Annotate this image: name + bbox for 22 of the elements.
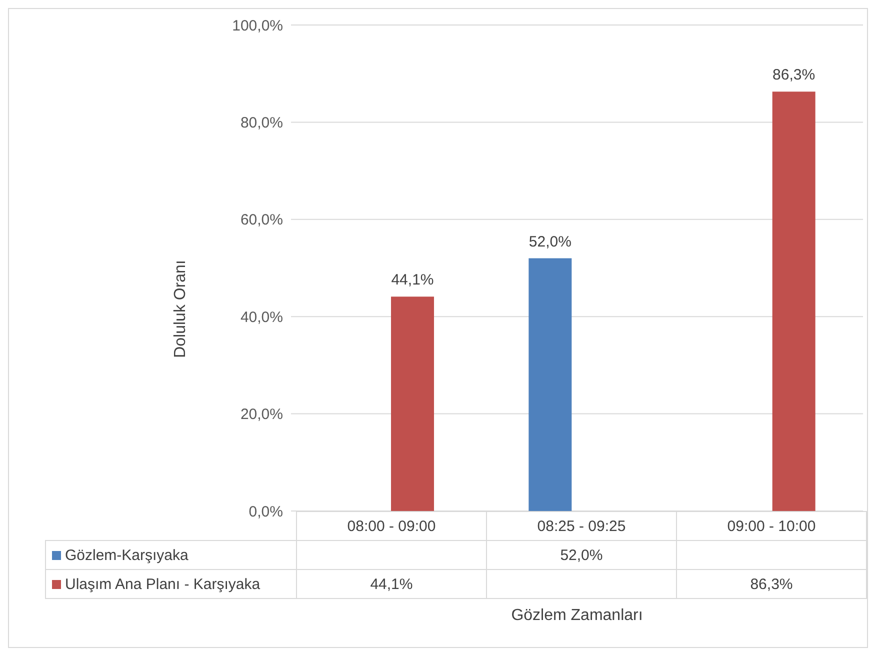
- legend-label: Ulaşım Ana Planı - Karşıyaka: [46, 570, 296, 598]
- y-tick-label: 0,0%: [248, 503, 283, 520]
- bar: [391, 296, 434, 511]
- y-axis-title: Doluluk Oranı: [172, 260, 190, 358]
- y-tick-label: 80,0%: [240, 114, 283, 132]
- legend-label: Gözlem-Karşıyaka: [46, 540, 296, 570]
- x-tick-label: 08:00 - 09:00: [296, 512, 486, 540]
- y-tick-label: 40,0%: [240, 308, 283, 326]
- x-axis-title: Gözlem Zamanları: [510, 607, 644, 625]
- text: 44,1%: [391, 272, 434, 289]
- data-label: 86,3%: [676, 570, 866, 598]
- y-tick-label: 60,0%: [240, 212, 283, 229]
- x-tick-label: 09:00 - 10:00: [676, 512, 866, 540]
- data-label: 52,0%: [528, 233, 572, 250]
- data-label: 44,1%: [296, 570, 486, 598]
- y-tick-label: 100,0%: [232, 17, 283, 34]
- bar: [528, 258, 572, 511]
- bar: [772, 92, 816, 511]
- x-tick-label: 08:25 - 09:25: [486, 512, 676, 540]
- text: 52,0%: [560, 546, 603, 564]
- y-tick-label: 20,0%: [240, 406, 283, 424]
- text: 86,3%: [772, 66, 816, 84]
